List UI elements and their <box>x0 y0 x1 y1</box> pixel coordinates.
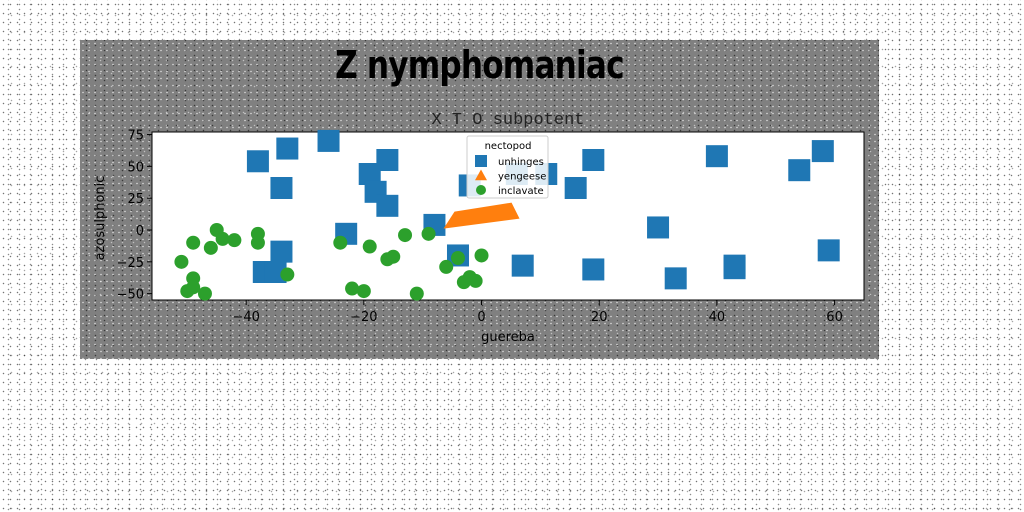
data-point-inclavate <box>186 271 201 286</box>
data-point-inclavate <box>474 248 489 263</box>
data-point-inclavate <box>421 226 436 241</box>
y-tick-label: −25 <box>117 256 144 271</box>
y-tick-label: −50 <box>117 288 144 303</box>
x-tick-label: −40 <box>232 310 259 325</box>
data-point-inclavate <box>174 254 189 269</box>
y-tick-label: 25 <box>127 192 144 207</box>
data-point-inclavate <box>409 286 424 301</box>
data-point-unhinges <box>788 159 811 182</box>
data-point-unhinges <box>376 194 399 217</box>
data-point-unhinges <box>270 177 293 199</box>
data-point-inclavate <box>227 233 242 248</box>
data-point-inclavate <box>356 284 371 299</box>
data-point-inclavate <box>215 231 230 246</box>
figure-suptitle: Z nymphomaniac <box>335 43 624 87</box>
data-point-inclavate <box>398 228 413 243</box>
data-point-unhinges <box>582 149 605 171</box>
x-tick-label: −20 <box>350 310 377 325</box>
data-point-unhinges <box>276 137 299 160</box>
x-axis-ticks: −40 −20 0 20 40 60 <box>232 300 843 325</box>
data-point-unhinges <box>358 163 381 185</box>
data-point-unhinges <box>817 239 840 262</box>
data-point-unhinges <box>376 149 399 171</box>
x-tick-label: 0 <box>477 310 485 325</box>
data-point-unhinges <box>246 150 269 173</box>
y-tick-label: 0 <box>136 224 144 239</box>
data-point-inclavate <box>203 240 218 255</box>
x-tick-label: 60 <box>826 310 843 325</box>
legend: nectopod unhinges yengeese inclavate <box>466 135 549 199</box>
data-point-unhinges <box>511 254 534 277</box>
x-tick-label: 40 <box>709 310 726 325</box>
y-axis-label: azosulphonic <box>93 176 108 261</box>
legend-title: nectopod <box>485 141 532 152</box>
legend-marker-unhinges <box>475 155 487 167</box>
data-point-inclavate <box>197 286 212 301</box>
legend-label-inclavate: inclavate <box>498 186 544 197</box>
data-point-inclavate <box>250 235 265 250</box>
x-tick-label: 20 <box>591 310 608 325</box>
legend-box <box>466 135 549 199</box>
data-point-inclavate <box>468 273 483 288</box>
data-point-unhinges <box>723 257 746 280</box>
y-tick-label: 50 <box>127 160 144 175</box>
data-point-unhinges <box>317 129 340 152</box>
data-points <box>174 129 840 301</box>
data-point-unhinges <box>811 140 834 163</box>
data-point-inclavate <box>333 235 348 250</box>
data-point-yengeese <box>443 202 520 229</box>
data-point-unhinges <box>582 258 605 281</box>
legend-marker-inclavate <box>476 185 486 195</box>
data-point-unhinges <box>705 145 728 168</box>
data-point-inclavate <box>362 239 377 254</box>
legend-marker-yengeese <box>475 169 487 181</box>
data-point-inclavate <box>280 267 295 282</box>
data-point-unhinges <box>647 216 670 239</box>
legend-label-unhinges: unhinges <box>498 157 544 168</box>
data-point-inclavate <box>450 251 465 265</box>
data-point-inclavate <box>386 249 401 264</box>
y-axis-ticks: −50 −25 0 25 50 75 <box>117 129 152 303</box>
data-point-unhinges <box>564 177 587 199</box>
y-tick-label: 75 <box>127 129 144 144</box>
data-point-inclavate <box>345 281 360 296</box>
data-point-unhinges <box>270 240 293 263</box>
legend-label-yengeese: yengeese <box>498 172 546 183</box>
data-point-inclavate <box>186 235 201 250</box>
x-axis-label: guereba <box>481 330 535 345</box>
data-point-unhinges <box>664 267 687 290</box>
chart-title: X T O subpotent <box>431 111 584 130</box>
data-point-inclavate <box>439 259 454 274</box>
